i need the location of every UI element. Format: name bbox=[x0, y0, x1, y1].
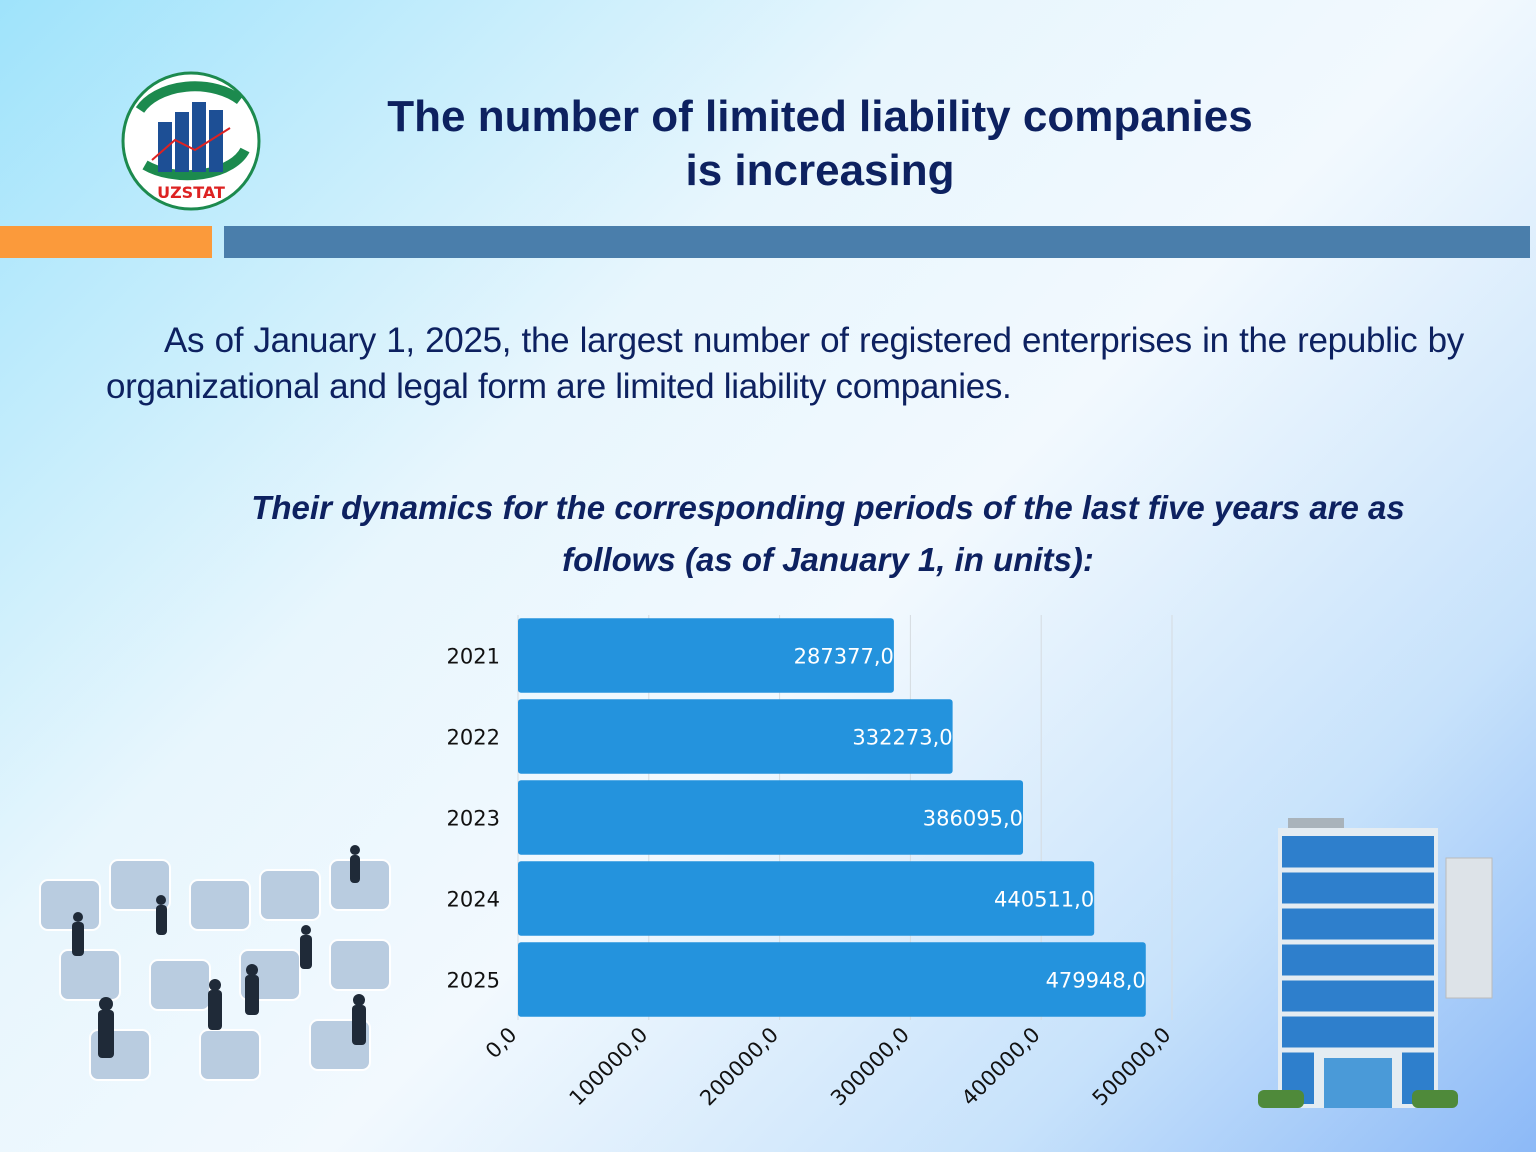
people-illustration bbox=[39, 845, 391, 1081]
paragraph: As of January 1, 2025, the largest numbe… bbox=[106, 321, 1464, 406]
data-label: 287377,0 bbox=[794, 645, 894, 669]
title-line: The number of limited liability companie… bbox=[387, 92, 1253, 141]
data-label: 386095,0 bbox=[923, 807, 1023, 831]
x-tick-label: 100000,0 bbox=[565, 1023, 653, 1111]
building-illustration bbox=[1258, 818, 1493, 1108]
data-label: 332273,0 bbox=[852, 726, 952, 750]
y-tick-label: 2025 bbox=[447, 969, 500, 993]
x-tick-label: 300000,0 bbox=[826, 1023, 914, 1111]
bar bbox=[518, 861, 1095, 936]
x-tick-label: 500000,0 bbox=[1088, 1023, 1176, 1111]
logo: UZSTAT bbox=[121, 71, 261, 211]
bar bbox=[518, 618, 894, 693]
bar-chart: 0,0 100000,0 200000,0 300000,0 400000,0 50000… bbox=[447, 615, 1176, 1110]
chart-title: Their dynamics for the corresponding per… bbox=[251, 489, 1405, 578]
logo-text: UZSTAT bbox=[157, 183, 225, 202]
title-line: is increasing bbox=[685, 146, 955, 195]
x-tick-label: 400000,0 bbox=[957, 1023, 1045, 1111]
y-tick-label: 2021 bbox=[447, 645, 500, 669]
bar bbox=[518, 942, 1146, 1017]
y-tick-label: 2023 bbox=[447, 807, 500, 831]
bar bbox=[518, 699, 953, 774]
orange-stripe bbox=[0, 226, 212, 258]
x-tick-label: 0,0 bbox=[481, 1023, 522, 1064]
data-label: 479948,0 bbox=[1046, 969, 1146, 993]
bar bbox=[518, 780, 1024, 855]
x-tick-label: 200000,0 bbox=[695, 1023, 783, 1111]
data-label: 440511,0 bbox=[994, 888, 1094, 912]
blue-stripe bbox=[224, 226, 1530, 258]
y-tick-label: 2022 bbox=[447, 726, 500, 750]
y-tick-label: 2024 bbox=[447, 888, 500, 912]
